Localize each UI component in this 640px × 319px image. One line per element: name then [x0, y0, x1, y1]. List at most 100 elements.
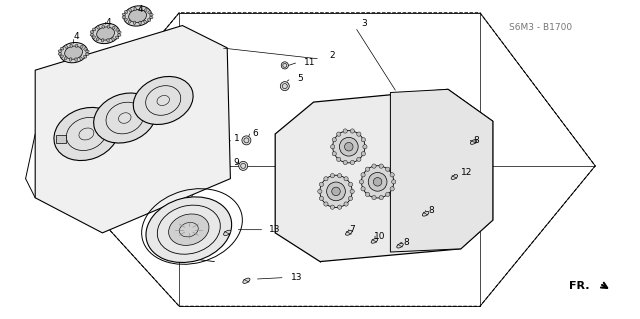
- Ellipse shape: [76, 44, 78, 48]
- Text: 8: 8: [474, 136, 479, 145]
- Ellipse shape: [332, 187, 340, 196]
- Ellipse shape: [385, 167, 390, 171]
- Ellipse shape: [356, 132, 361, 136]
- Text: 11: 11: [304, 58, 316, 67]
- Text: 13: 13: [269, 225, 280, 234]
- Ellipse shape: [108, 25, 110, 28]
- Polygon shape: [35, 26, 230, 233]
- Ellipse shape: [324, 202, 328, 206]
- Ellipse shape: [58, 53, 61, 55]
- Text: FR.: FR.: [569, 280, 589, 291]
- Ellipse shape: [54, 108, 119, 160]
- Text: 10: 10: [374, 232, 386, 241]
- Ellipse shape: [362, 166, 394, 198]
- Polygon shape: [390, 89, 493, 252]
- Ellipse shape: [243, 278, 250, 283]
- Ellipse shape: [361, 173, 365, 177]
- Ellipse shape: [337, 174, 342, 178]
- Ellipse shape: [242, 136, 251, 145]
- Ellipse shape: [83, 55, 86, 58]
- Ellipse shape: [140, 7, 142, 11]
- Ellipse shape: [368, 173, 387, 191]
- Ellipse shape: [93, 93, 156, 143]
- Ellipse shape: [344, 202, 348, 206]
- Text: 9: 9: [234, 158, 239, 167]
- Ellipse shape: [84, 48, 87, 50]
- Polygon shape: [275, 89, 493, 262]
- Ellipse shape: [332, 152, 337, 156]
- Ellipse shape: [122, 16, 125, 19]
- Ellipse shape: [90, 33, 93, 36]
- Ellipse shape: [92, 23, 120, 44]
- Ellipse shape: [319, 182, 324, 187]
- Ellipse shape: [326, 182, 346, 201]
- Ellipse shape: [134, 7, 136, 11]
- Ellipse shape: [343, 129, 348, 133]
- Ellipse shape: [97, 26, 99, 29]
- Ellipse shape: [116, 28, 119, 31]
- Ellipse shape: [133, 21, 136, 25]
- Ellipse shape: [150, 13, 153, 16]
- Ellipse shape: [64, 57, 67, 60]
- Ellipse shape: [337, 157, 341, 161]
- Ellipse shape: [333, 130, 365, 163]
- Ellipse shape: [344, 177, 348, 181]
- Ellipse shape: [330, 205, 335, 209]
- Ellipse shape: [144, 9, 147, 12]
- Ellipse shape: [356, 157, 361, 161]
- Ellipse shape: [133, 77, 193, 124]
- Ellipse shape: [239, 161, 248, 170]
- Text: 4: 4: [138, 5, 143, 14]
- Ellipse shape: [363, 145, 367, 149]
- Ellipse shape: [332, 137, 337, 142]
- Ellipse shape: [324, 177, 328, 181]
- Ellipse shape: [350, 160, 355, 165]
- Ellipse shape: [365, 167, 370, 171]
- Ellipse shape: [470, 140, 477, 144]
- Ellipse shape: [320, 175, 352, 208]
- Text: 13: 13: [291, 273, 303, 282]
- Ellipse shape: [337, 205, 342, 209]
- Ellipse shape: [86, 53, 89, 56]
- Ellipse shape: [61, 47, 64, 50]
- Ellipse shape: [371, 239, 378, 243]
- Ellipse shape: [65, 45, 67, 48]
- Ellipse shape: [392, 180, 396, 184]
- Ellipse shape: [168, 214, 209, 245]
- Ellipse shape: [281, 62, 289, 69]
- Ellipse shape: [139, 21, 141, 25]
- Ellipse shape: [124, 18, 127, 21]
- Ellipse shape: [361, 187, 365, 191]
- Ellipse shape: [129, 9, 147, 23]
- Ellipse shape: [317, 189, 322, 194]
- Text: 6: 6: [253, 130, 259, 138]
- Ellipse shape: [397, 243, 403, 248]
- Text: 4: 4: [74, 32, 79, 41]
- Ellipse shape: [128, 20, 131, 23]
- Text: 5: 5: [298, 74, 303, 83]
- Ellipse shape: [97, 27, 115, 40]
- Ellipse shape: [65, 46, 83, 59]
- Ellipse shape: [75, 58, 77, 61]
- Ellipse shape: [96, 38, 99, 41]
- Ellipse shape: [112, 38, 115, 41]
- Ellipse shape: [124, 6, 152, 26]
- Ellipse shape: [390, 173, 394, 177]
- Ellipse shape: [60, 42, 88, 63]
- Ellipse shape: [343, 160, 348, 165]
- Ellipse shape: [372, 196, 376, 200]
- Text: S6M3 - B1700: S6M3 - B1700: [509, 23, 572, 32]
- Ellipse shape: [223, 230, 231, 235]
- Ellipse shape: [92, 36, 95, 39]
- Ellipse shape: [90, 31, 93, 33]
- Ellipse shape: [372, 164, 376, 168]
- Ellipse shape: [93, 28, 96, 31]
- Ellipse shape: [344, 143, 353, 151]
- Ellipse shape: [280, 82, 289, 91]
- Ellipse shape: [361, 152, 365, 156]
- Ellipse shape: [350, 129, 355, 133]
- Ellipse shape: [101, 39, 104, 42]
- Text: 8: 8: [403, 238, 409, 247]
- Ellipse shape: [390, 187, 394, 191]
- Ellipse shape: [115, 36, 118, 39]
